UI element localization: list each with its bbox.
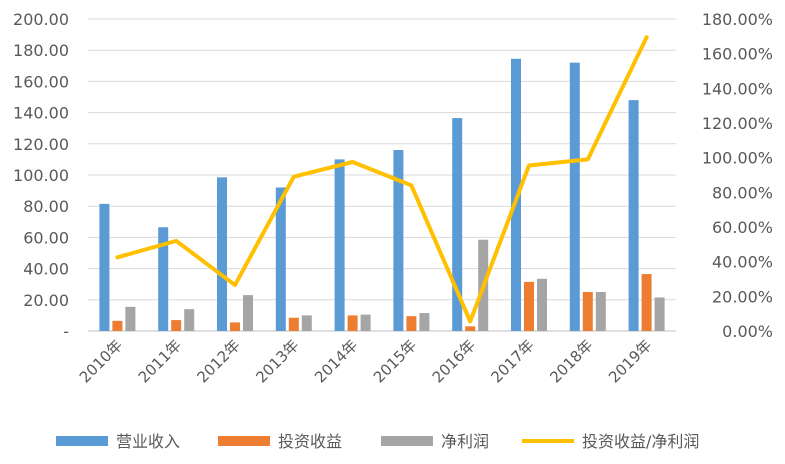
right-tick-label: 180.00% <box>702 10 773 29</box>
right-tick-label: 0.00% <box>722 322 773 341</box>
left-tick-label: - <box>63 322 69 341</box>
bar-净利润-2011年 <box>184 309 195 331</box>
right-tick-label: 60.00% <box>712 218 773 237</box>
left-tick-label: 40.00 <box>23 260 69 279</box>
bar-营业收入-2015年 <box>393 150 404 331</box>
line-投资收益/净利润 <box>115 35 649 324</box>
right-tick-label: 120.00% <box>702 114 773 133</box>
bar-投资收益-2017年 <box>524 281 534 331</box>
x-tick-label: 2016年 <box>429 336 479 386</box>
bar-投资收益-2018年 <box>582 292 593 331</box>
bar-净利润-2018年 <box>595 292 606 331</box>
x-tick-label: 2017年 <box>487 336 537 386</box>
right-axis: 0.00% 20.00% 40.00% 60.00% 80.00% 100.00% 120.… <box>702 10 773 341</box>
x-tick-label: 2014年 <box>311 336 361 386</box>
right-tick-label: 160.00% <box>702 45 773 64</box>
legend: 营业收入 投资收益 净利润 投资收益/净利润 <box>56 432 699 451</box>
bar-投资收益-2015年 <box>406 316 417 331</box>
left-tick-label: 100.00 <box>13 166 69 185</box>
x-tick-label: 2012年 <box>193 336 243 386</box>
x-tick-label: 2019年 <box>605 336 655 386</box>
x-tick-label: 2015年 <box>370 336 420 386</box>
left-tick-label: 80.00 <box>23 197 69 216</box>
bar-投资收益-2013年 <box>288 317 299 331</box>
legend-label: 净利润 <box>441 432 489 451</box>
bar-营业收入-2019年 <box>628 100 639 332</box>
bar-投资收益-2014年 <box>347 315 358 331</box>
bar-营业收入-2016年 <box>452 118 463 331</box>
bar-投资收益-2012年 <box>230 322 240 331</box>
legend-swatch-净利润 <box>381 436 433 446</box>
right-tick-label: 80.00% <box>712 183 773 202</box>
bar-净利润-2019年 <box>654 297 665 331</box>
legend-swatch-营业收入 <box>56 436 108 446</box>
bar-营业收入-2018年 <box>569 62 580 332</box>
x-tick-label: 2010年 <box>76 336 126 386</box>
x-tick-label: 2013年 <box>252 336 302 386</box>
legend-label: 投资收益/净利润 <box>582 432 699 451</box>
bar-投资收益-2010年 <box>112 320 123 331</box>
left-tick-label: 60.00 <box>23 228 69 247</box>
left-tick-label: 200.00 <box>13 10 69 29</box>
bar-净利润-2010年 <box>125 306 136 331</box>
bar-净利润-2015年 <box>419 313 430 331</box>
right-tick-label: 100.00% <box>702 149 773 168</box>
bar-series <box>99 58 665 332</box>
bar-投资收益-2019年 <box>641 274 652 331</box>
legend-label: 营业收入 <box>116 432 180 451</box>
left-tick-label: 20.00 <box>23 291 69 310</box>
bar-投资收益-2016年 <box>465 326 476 331</box>
right-tick-label: 40.00% <box>712 253 773 272</box>
x-tick-label: 2018年 <box>546 336 596 386</box>
legend-swatch-投资收益 <box>218 436 270 446</box>
x-axis: 2010年 2011年 2012年 2013年 2014年 2015年 2016年 2017年… <box>76 336 656 386</box>
left-tick-label: 180.00 <box>13 41 69 60</box>
left-tick-label: 120.00 <box>13 135 69 154</box>
bar-营业收入-2011年 <box>158 227 169 331</box>
bar-营业收入-2013年 <box>275 187 286 331</box>
x-tick-label: 2011年 <box>135 336 185 386</box>
bar-营业收入-2012年 <box>217 177 227 331</box>
right-tick-label: 140.00% <box>702 79 773 98</box>
bar-营业收入-2010年 <box>99 203 110 331</box>
line-series <box>115 35 649 324</box>
bar-净利润-2013年 <box>301 315 312 331</box>
left-tick-label: 140.00 <box>13 104 69 123</box>
bar-投资收益-2011年 <box>171 320 182 331</box>
right-tick-label: 20.00% <box>712 287 773 306</box>
bar-营业收入-2014年 <box>334 159 345 331</box>
bar-净利润-2012年 <box>243 295 253 331</box>
left-axis: - 20.00 40.00 60.00 80.00 100.00 120.00 140.00 1… <box>13 10 69 341</box>
legend-label: 投资收益 <box>278 432 342 451</box>
left-tick-label: 160.00 <box>13 72 69 91</box>
bar-净利润-2017年 <box>537 278 547 331</box>
bar-净利润-2014年 <box>360 314 371 331</box>
